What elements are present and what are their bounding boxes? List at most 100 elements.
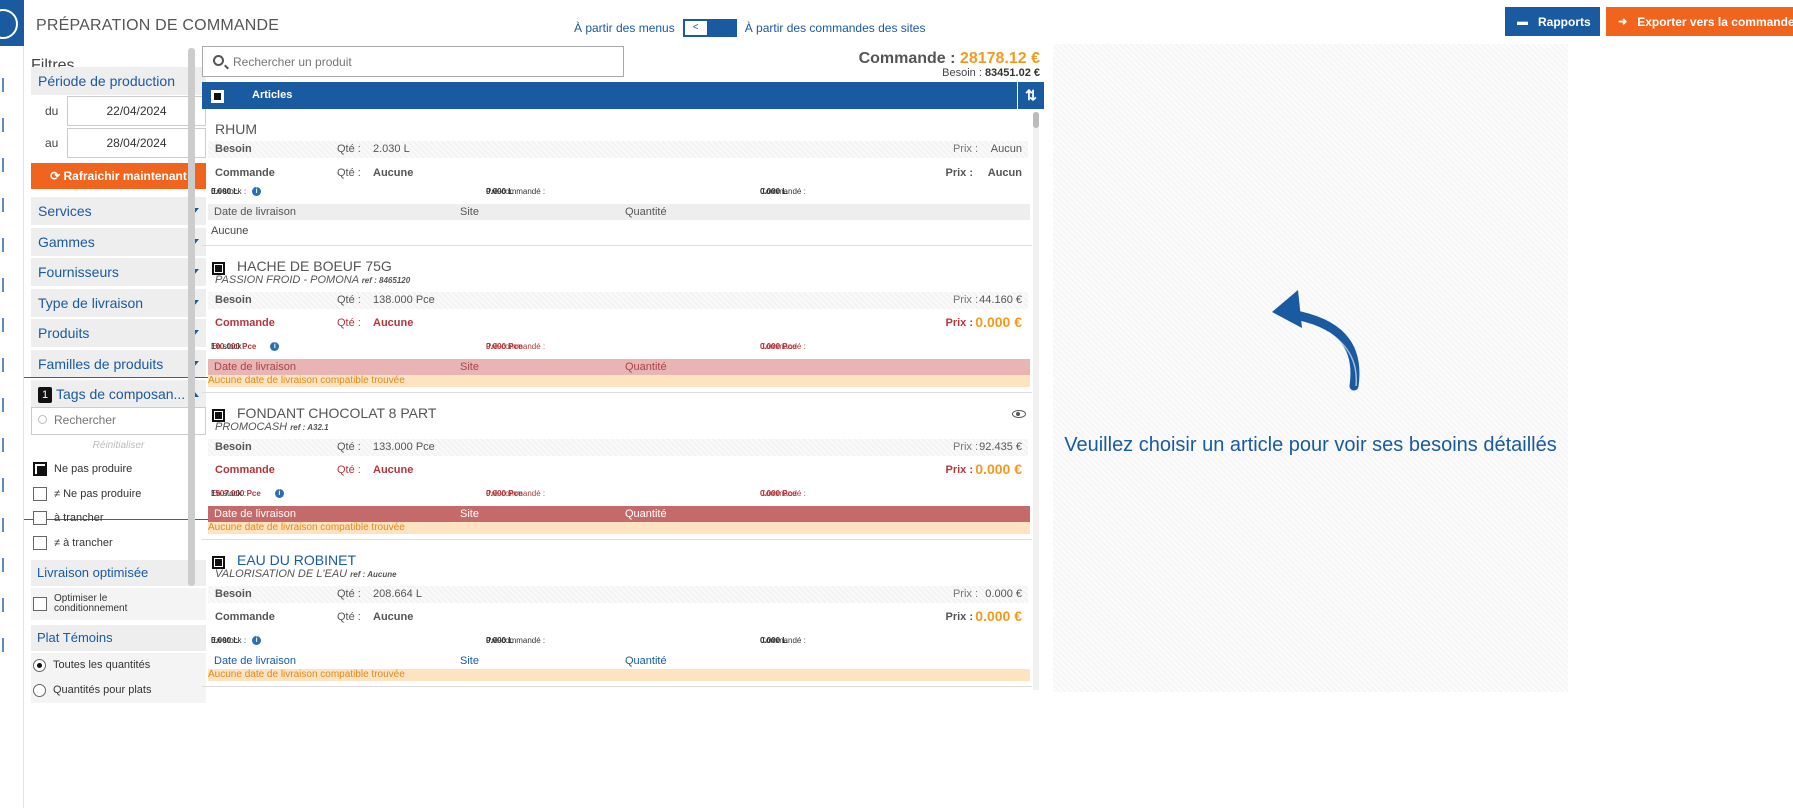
article-name: HACHE DE BOEUF 75G [237,258,392,274]
mode-toggle[interactable]: < [682,18,737,37]
checkbox[interactable] [33,511,47,525]
plat-box: Toutes les quantités Quantités pour plat… [31,653,206,703]
nav-icon[interactable] [2,558,5,572]
select-all-checkbox[interactable] [211,90,224,103]
date-from-input[interactable] [67,96,206,126]
plat-option[interactable]: Quantités pour plats [33,681,151,699]
article-card[interactable]: HACHE DE BOEUF 75G PASSION FROID - POMON… [202,247,1032,393]
refresh-button[interactable]: ⟳ Rafraichir maintenant [31,163,206,189]
nav-icon[interactable] [2,398,5,412]
order-price: Aucun [987,167,1022,179]
checkbox[interactable] [33,487,47,501]
need-price: 44.160 € [979,294,1022,306]
article-card[interactable]: EAU DU ROBINET VALORISATION DE L'EAU ref… [202,541,1032,687]
qty-label: Qté : [337,464,361,476]
article-name: RHUM [215,121,257,137]
sort-icon[interactable]: ⇅ [1017,82,1044,109]
filter-type-livraison[interactable]: Type de livraison [31,289,206,317]
order-total-label: Commande : [858,50,960,67]
tag-option[interactable]: à trancher [33,509,104,527]
stock-line: En stock : 0.000 L i Pré-commandé : 0.000… [211,187,1031,201]
export-order-button[interactable]: ➜ Exporter vers la commande [1606,7,1793,36]
price-label: Prix : [945,167,973,179]
need-total: Besoin : 83451.02 € [860,67,1040,79]
stock-line: En stock : 1507.000 Pce i Pré-commandé : … [211,489,1031,503]
eye-icon[interactable] [1012,410,1026,418]
mode-menus-label[interactable]: À partir des menus [574,20,675,35]
filter-label: Gammes [38,234,95,250]
radio[interactable] [33,658,46,672]
nav-icon[interactable] [2,598,5,612]
nav-icon[interactable] [2,198,5,212]
date-to-input[interactable] [67,128,206,158]
article-checkbox[interactable] [212,556,225,569]
filter-services[interactable]: Services [31,197,206,225]
product-search-input[interactable] [233,51,613,73]
filter-gammes[interactable]: Gammes [31,228,206,256]
info-icon[interactable]: i [274,489,284,498]
col-qty: Quantité [625,206,667,218]
nav-icon[interactable] [2,78,5,92]
info-icon[interactable]: i [270,342,280,351]
product-search-field[interactable] [202,46,624,77]
option-label: Ne pas produire [54,463,133,475]
tag-search-field[interactable] [31,407,206,435]
nav-icon[interactable] [2,638,5,652]
col-site: Site [460,508,479,520]
article-ref: ref : Aucune [350,570,397,579]
checkbox[interactable] [33,462,47,476]
info-icon[interactable]: i [252,187,262,196]
tag-option[interactable]: ≠ Ne pas produire [33,485,141,503]
article-checkbox[interactable] [212,262,225,275]
order-line: Commande Qté : Aucune Prix : 0.000 € [208,460,1028,480]
nav-icon[interactable] [2,238,5,252]
filter-familles[interactable]: Familles de produits [31,350,206,378]
info-icon[interactable]: i [252,636,262,645]
articles-scrollbar[interactable] [1033,112,1039,690]
delivery-table-header: Date de livraison Site Quantité [208,204,1030,220]
date-to-row: au [31,128,206,158]
optimize-option[interactable]: Optimiser le conditionnement [33,594,144,614]
price-label: Prix : [945,611,973,623]
stock-value: 100.000 Pce [211,342,257,351]
nav-icon[interactable] [2,518,5,532]
checkbox[interactable] [33,597,47,611]
need-qty: 2.030 L [373,143,410,155]
delivery-table-header: Date de livraison Site Quantité [208,359,1030,375]
qty-label: Qté : [337,588,361,600]
reports-button[interactable]: ▬ Rapports [1505,7,1600,36]
plat-option[interactable]: Toutes les quantités [33,656,150,674]
need-label: Besoin [215,441,252,453]
filter-produits[interactable]: Produits [31,319,206,347]
article-ref: ref : A32.1 [290,423,329,432]
nav-icon[interactable] [2,478,5,492]
stock-info: En stock : 100.000 Pce i [211,342,280,351]
nav-icon[interactable] [2,118,5,132]
nav-icon[interactable] [2,318,5,332]
order-qty: Aucune [373,317,414,329]
tag-option[interactable]: ≠ à trancher [33,534,113,552]
checkbox[interactable] [33,536,47,550]
tag-option[interactable]: Ne pas produire [33,460,132,478]
nav-icon[interactable] [2,278,5,292]
option-label: ≠ à trancher [54,537,113,549]
nav-icon[interactable] [2,438,5,452]
tag-reset-link[interactable]: Réinitialiser [92,440,145,451]
col-site: Site [460,361,479,373]
period-section: Période de production [31,67,206,95]
app-logo-icon[interactable] [0,0,24,46]
article-card[interactable]: FONDANT CHOCOLAT 8 PART PROMOCASH ref : … [202,394,1032,540]
nav-icon[interactable] [2,158,5,172]
filters-scrollbar[interactable] [188,48,195,586]
radio[interactable] [33,683,46,697]
order-price: 0.000 € [975,608,1022,624]
scrollbar-thumb[interactable] [1033,112,1039,128]
mode-sites-label[interactable]: À partir des commandes des sites [744,20,926,35]
article-card[interactable]: RHUM Besoin Qté : 2.030 L Prix : Aucun C… [202,110,1032,246]
nav-icon[interactable] [2,358,5,372]
filter-tags[interactable]: 1 Tags de composan... [31,380,206,408]
tag-search-input[interactable] [54,408,194,432]
article-checkbox[interactable] [212,409,225,422]
qty-label: Qté : [337,167,361,179]
filter-fournisseurs[interactable]: Fournisseurs [31,258,206,286]
